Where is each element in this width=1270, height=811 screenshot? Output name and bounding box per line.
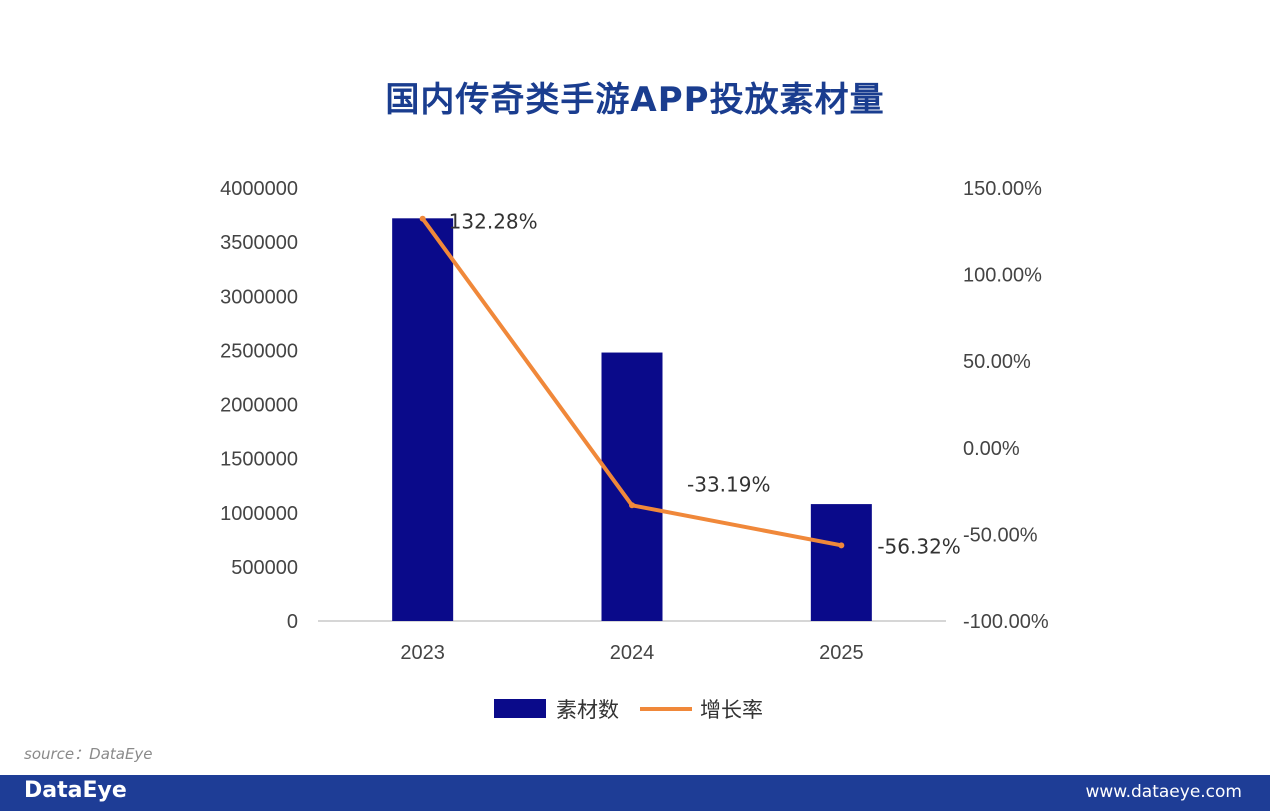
left-axis: 0 500000 1000000 1500000 2000000 2500000 30000… bbox=[220, 178, 298, 633]
left-tick-label: 2500000 bbox=[220, 340, 298, 362]
bar bbox=[392, 218, 454, 621]
bar-series bbox=[392, 218, 872, 621]
left-tick-label: 4000000 bbox=[220, 178, 298, 200]
line-point bbox=[419, 215, 426, 222]
left-tick-label: 1000000 bbox=[220, 503, 298, 525]
legend-label-bars: 素材数 bbox=[556, 698, 619, 722]
right-axis: -100.00% -50.00% 0.00% 50.00% 100.00% 150.00% bbox=[963, 178, 1049, 633]
x-axis: 2023 2024 2025 bbox=[400, 642, 863, 664]
legend: 素材数 增长率 bbox=[494, 698, 763, 722]
right-tick-label: 0.00% bbox=[963, 438, 1020, 460]
right-tick-label: 100.00% bbox=[963, 265, 1042, 287]
left-tick-label: 3000000 bbox=[220, 286, 298, 308]
left-tick-label: 1500000 bbox=[220, 449, 298, 471]
right-tick-label: -100.00% bbox=[963, 611, 1049, 633]
source-note: source：DataEye bbox=[24, 745, 153, 763]
line-series: 132.28% -33.19% -56.32% bbox=[419, 210, 961, 558]
bar bbox=[810, 504, 872, 621]
legend-label-line: 增长率 bbox=[700, 698, 763, 722]
bar bbox=[601, 352, 663, 621]
right-tick-label: 150.00% bbox=[963, 178, 1042, 200]
footer-url: www.dataeye.com bbox=[1085, 782, 1242, 802]
left-tick-label: 0 bbox=[287, 611, 298, 633]
x-tick-label: 2024 bbox=[610, 642, 655, 664]
left-tick-label: 500000 bbox=[231, 557, 298, 579]
legend-bar-swatch bbox=[494, 699, 546, 718]
line-point bbox=[629, 502, 635, 509]
line-data-label: 132.28% bbox=[449, 210, 538, 234]
left-tick-label: 2000000 bbox=[220, 395, 298, 417]
right-tick-label: 50.00% bbox=[963, 351, 1031, 373]
x-tick-label: 2025 bbox=[819, 642, 864, 664]
line-point bbox=[838, 542, 845, 549]
left-tick-label: 3500000 bbox=[220, 232, 298, 254]
chart-title: 国内传奇类手游APP投放素材量 bbox=[385, 80, 885, 120]
line-data-label: -33.19% bbox=[687, 472, 770, 496]
footer-logo: DataEye bbox=[24, 778, 127, 803]
footer-bar: DataEye www.dataeye.com bbox=[0, 775, 1270, 811]
right-tick-label: -50.00% bbox=[963, 524, 1038, 546]
x-tick-label: 2023 bbox=[400, 642, 445, 664]
line-data-label: -56.32% bbox=[877, 534, 960, 558]
